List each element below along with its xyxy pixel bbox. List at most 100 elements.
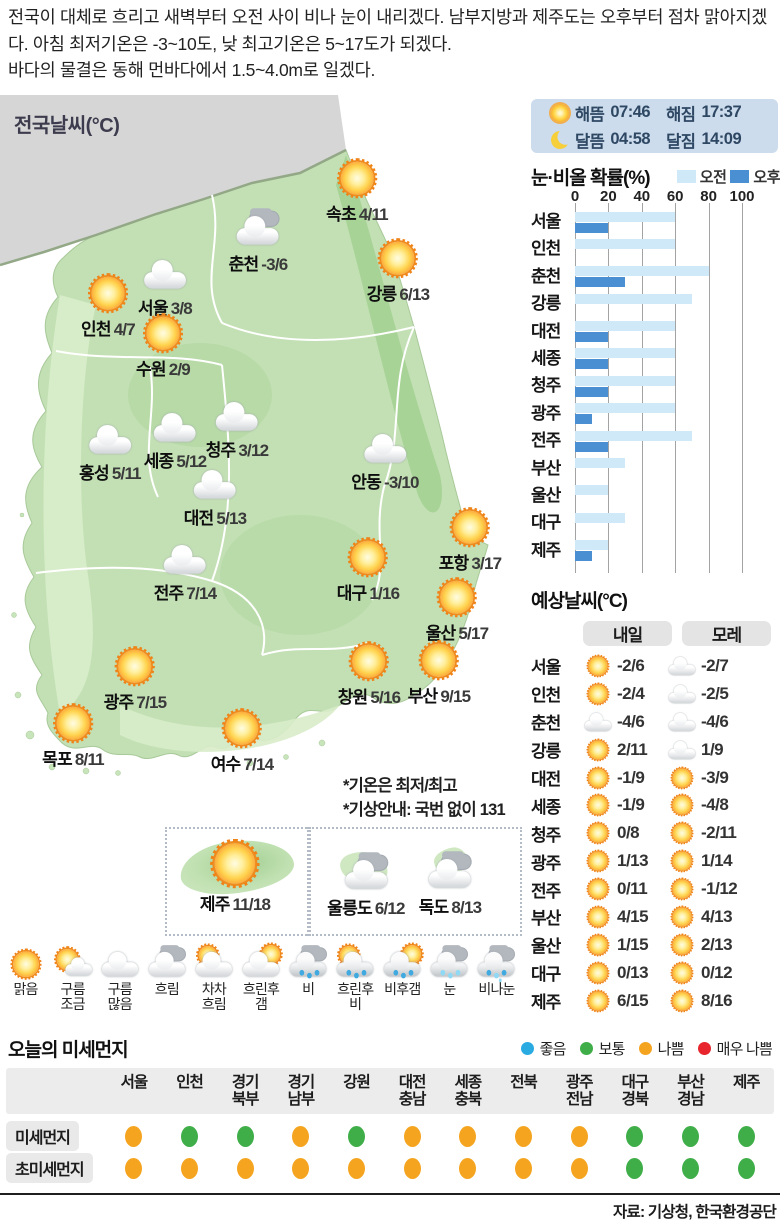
summary-paragraph: 전국이 대체로 흐리고 새벽부터 오전 사이 비나 눈이 내리겠다. 남부지방과… <box>8 7 768 54</box>
forecast-city: 강릉 <box>531 742 561 762</box>
forecast-row: 강릉 2/11 1/9 <box>531 736 780 764</box>
map-city-marker: 속초 4/11 <box>326 165 388 225</box>
chart-row-bars <box>575 538 742 565</box>
tomorrow-weather-icon <box>583 764 613 791</box>
pm-bar <box>575 551 592 562</box>
pm-bar <box>575 386 609 397</box>
dust-row: 초미세먼지 <box>6 1152 774 1184</box>
am-bar <box>575 458 626 469</box>
dust-level-dot <box>403 1125 421 1147</box>
map-city-marker: 강릉 6/13 <box>367 245 430 305</box>
dust-level-dot <box>348 1157 366 1179</box>
expected-weather-title: 예상날씨(°C) <box>531 591 628 612</box>
tomorrow-weather-icon <box>583 708 613 735</box>
city-name: 목포 <box>42 750 72 769</box>
day-after-temp: -1/12 <box>701 879 738 899</box>
dust-level-dot <box>403 1157 421 1179</box>
forecast-city: 서울 <box>531 658 561 678</box>
chart-row-bars <box>575 483 742 510</box>
dust-region-label: 서울 <box>120 1074 149 1091</box>
gridline <box>708 203 710 574</box>
chart-row: 인천 <box>531 236 780 263</box>
weather-symbol-legend: 맑음 구름 조금 구름 많음 흐림 차차 흐림 흐린후 갬 비 <box>2 942 520 1012</box>
city-name: 대전 <box>183 509 214 528</box>
map-city-marker: 전주 7/14 <box>154 544 217 604</box>
source-credit: 자료: 기상청, 한국환경공단 <box>613 1204 777 1221</box>
dust-level-dot <box>292 1125 310 1147</box>
city-label: 울릉도 6/12 <box>327 894 405 919</box>
city-name: 세종 <box>143 452 174 471</box>
dust-level-dot <box>292 1157 310 1179</box>
dust-level-dot <box>236 1125 254 1147</box>
chart-row-city: 춘천 <box>531 266 561 286</box>
dust-legend-label: 나쁨 <box>657 1040 685 1058</box>
dust-legend-dot <box>520 1041 534 1055</box>
city-temp: 8/11 <box>74 750 105 769</box>
map-title: 전국날씨(°C) <box>14 115 120 137</box>
tomorrow-weather-icon <box>583 848 613 875</box>
axis-tick-label: 40 <box>633 188 651 205</box>
dust-region-header-row: 서울 인천 경기 북부 경기 남부 강원 대전 충남 세종 충북 전북 광주 전남 대구 경북 부산… <box>6 1068 774 1114</box>
am-bar <box>575 540 609 551</box>
day-after-temp: 1/14 <box>701 851 733 871</box>
forecast-row: 전주 0/11 -1/12 <box>531 875 780 903</box>
chart-row-city: 강릉 <box>531 294 561 314</box>
symbol-legend-item: 비나눈 <box>473 947 520 1012</box>
city-name: 전주 <box>153 584 184 603</box>
day-after-temp: -2/7 <box>701 655 729 675</box>
dust-dots <box>106 1157 774 1179</box>
forecast-city: 세종 <box>531 797 561 817</box>
city-label: 제주 11/18 <box>199 890 271 915</box>
dust-level-dot <box>236 1157 254 1179</box>
dust-legend-dot <box>579 1041 593 1055</box>
chart-row-bars <box>575 510 742 537</box>
city-temp: 7/14 <box>186 584 217 603</box>
precip-probability-chart: 눈·비올 확률(%) 오전 오후 0 20 40 60 80 100 서울 <box>531 164 780 574</box>
symbol-label: 맑음 <box>13 981 38 997</box>
tomorrow-temp: -4/6 <box>617 711 645 731</box>
day-after-temp: 4/13 <box>701 906 733 926</box>
symbol-label: 흐린후 갬 <box>242 981 280 1012</box>
city-name: 제주 <box>199 895 230 914</box>
gridline <box>742 203 743 574</box>
city-temp: -3/10 <box>383 473 420 492</box>
city-label: 안동 -3/10 <box>351 468 420 493</box>
chart-row-city: 울산 <box>531 485 561 505</box>
tomorrow-weather-icon <box>583 792 613 819</box>
dust-level-dot <box>181 1125 198 1147</box>
dmz-border-line <box>0 148 347 267</box>
dust-level-dot <box>626 1125 644 1147</box>
day-after-weather-icon <box>667 820 697 847</box>
symbol-icon <box>240 942 283 980</box>
province-borders <box>35 194 415 656</box>
dust-legend-dot <box>638 1041 652 1055</box>
weather-icon <box>191 466 239 503</box>
am-bar <box>575 266 709 277</box>
weather-icon <box>342 855 390 893</box>
chart-row-bars <box>575 428 742 455</box>
weather-icon <box>215 708 269 749</box>
chart-row: 강릉 <box>531 291 780 318</box>
day-after-weather-icon <box>667 680 697 707</box>
weather-icon <box>161 541 209 578</box>
day-after-header: 모레 <box>682 621 771 646</box>
dust-row: 미세먼지 <box>6 1120 774 1152</box>
city-temp: 5/11 <box>111 464 142 483</box>
map-city-marker: 제주 11/18 <box>199 855 271 915</box>
chart-row-city: 광주 <box>531 403 561 423</box>
map-city-marker: 세종 5/12 <box>144 412 207 472</box>
day-column-headers: 내일 모레 <box>583 621 780 646</box>
city-temp: 9/15 <box>440 687 471 706</box>
chart-header: 눈·비올 확률(%) 오전 오후 <box>531 164 780 189</box>
symbol-icon <box>428 948 470 980</box>
chart-row: 세종 <box>531 346 780 373</box>
forecast-row: 인천 -2/4 -2/5 <box>531 680 780 708</box>
city-temp: 3/12 <box>238 441 269 460</box>
city-name: 대구 <box>336 584 367 603</box>
city-name: 속초 <box>326 205 356 224</box>
dust-row-label: 초미세먼지 <box>6 1153 93 1183</box>
jeju-inset-box <box>165 827 311 936</box>
city-temp: 5/16 <box>370 688 401 707</box>
symbol-label: 구름 많음 <box>107 981 133 1012</box>
symbol-label: 흐린후 비 <box>337 981 374 1012</box>
